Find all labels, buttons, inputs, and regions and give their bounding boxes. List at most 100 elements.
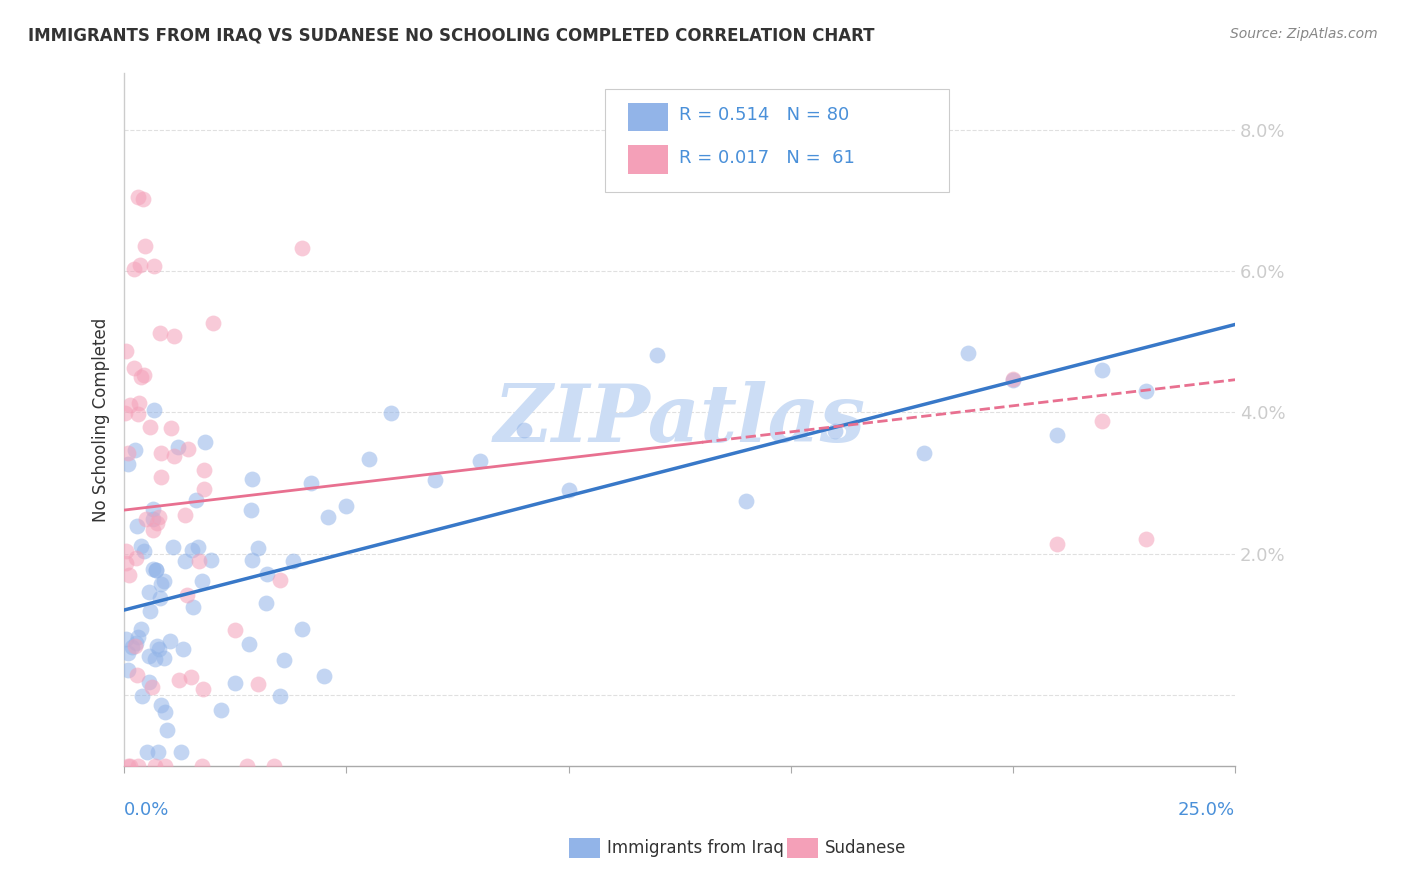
Point [138,648,160,663]
Point [128,395,150,409]
Point [236,759,259,773]
Point [122,261,145,276]
Point [1091,414,1114,428]
Point [299,476,322,491]
Point [125,550,148,565]
Point [357,451,380,466]
Point [139,419,162,434]
Point [136,745,159,759]
Point [173,508,195,523]
Y-axis label: No Schooling Completed: No Schooling Completed [93,318,110,522]
Point [513,423,536,437]
Point [269,689,291,703]
Point [173,554,195,568]
Point [149,446,172,460]
Point [117,663,139,677]
Point [124,640,146,654]
Point [194,434,217,449]
Point [129,622,152,636]
Point [131,539,153,553]
Point [142,512,165,526]
Point [177,442,200,456]
Point [163,328,186,343]
Point [824,424,846,438]
Point [1091,363,1114,377]
Point [291,623,314,637]
Point [139,604,162,618]
Point [127,759,149,773]
Text: Sudanese: Sudanese [825,839,907,857]
Point [1135,533,1157,547]
Point [142,523,165,537]
Point [146,639,169,653]
Point [114,406,136,420]
Point [557,483,579,497]
Point [239,503,262,517]
Text: R = 0.514   N = 80: R = 0.514 N = 80 [679,106,849,124]
Point [138,585,160,599]
Point [115,557,138,571]
Point [148,641,170,656]
Point [141,681,163,695]
Point [163,449,186,463]
Point [167,440,190,454]
Point [145,562,167,576]
Point [124,442,146,457]
Point [1046,536,1069,550]
Point [1135,384,1157,398]
Point [291,241,314,255]
Point [118,398,141,412]
Point [273,653,295,667]
Point [335,500,357,514]
Point [193,682,215,697]
Point [149,591,172,606]
Point [1001,373,1024,387]
Point [172,641,194,656]
Point [152,574,174,589]
Point [127,190,149,204]
Point [145,564,167,578]
Point [142,562,165,576]
Point [152,651,174,665]
Point [187,540,209,554]
Point [380,406,402,420]
Point [155,705,177,719]
Point [159,634,181,648]
Point [246,541,269,556]
Point [180,670,202,684]
Point [186,493,208,508]
Point [202,316,225,330]
Point [129,370,152,384]
Point [143,652,166,666]
Point [187,554,209,568]
Point [146,745,169,759]
Point [150,469,173,483]
Text: Source: ZipAtlas.com: Source: ZipAtlas.com [1230,27,1378,41]
Point [193,463,215,477]
Point [129,259,152,273]
Point [134,543,156,558]
Text: R = 0.017   N =  61: R = 0.017 N = 61 [679,149,855,167]
Point [240,472,263,486]
Point [131,193,153,207]
Point [117,457,139,471]
Point [150,576,173,591]
Point [246,676,269,690]
Text: ZIPatlas: ZIPatlas [494,381,866,458]
Point [148,326,170,340]
Text: IMMIGRANTS FROM IRAQ VS SUDANESE NO SCHOOLING COMPLETED CORRELATION CHART: IMMIGRANTS FROM IRAQ VS SUDANESE NO SCHO… [28,27,875,45]
Point [735,494,758,508]
Point [148,510,170,524]
Point [145,516,167,531]
Point [256,567,278,582]
Point [181,600,204,615]
Point [224,623,246,637]
Point [125,636,148,650]
Point [191,574,214,588]
Point [170,745,193,759]
Point [1046,427,1069,442]
Point [647,348,669,362]
Point [912,446,935,460]
Text: 25.0%: 25.0% [1178,801,1234,820]
Point [142,259,165,273]
